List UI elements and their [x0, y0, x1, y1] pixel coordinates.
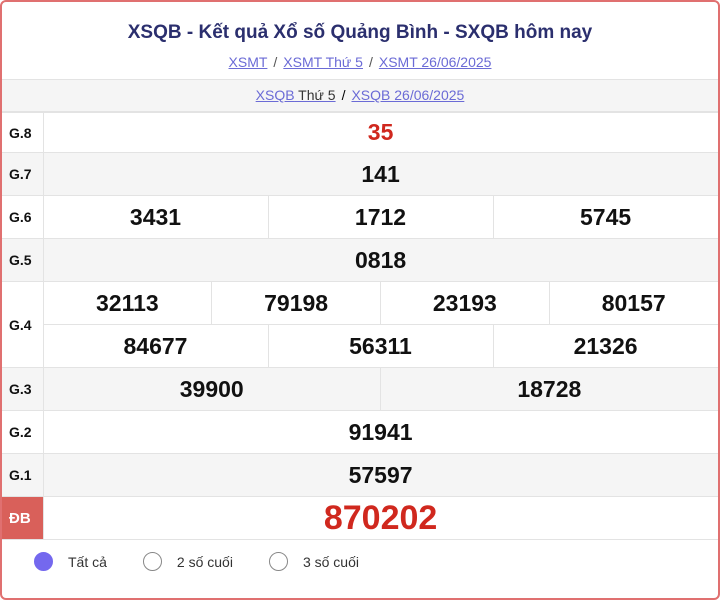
result-row: G.8 35 — [2, 112, 718, 153]
filter-option[interactable]: 2 số cuối — [142, 552, 233, 571]
prize-number: 39900 — [42, 367, 381, 411]
prize-label: G.4 — [2, 281, 44, 368]
prize-number: 0818 — [42, 238, 718, 282]
prize-number: 57597 — [42, 453, 718, 497]
result-row: 84677 56311 21326 — [2, 324, 718, 368]
radio-button[interactable] — [142, 552, 162, 571]
prize-number: 32113 — [42, 281, 213, 325]
prize-label: G.2 — [2, 410, 44, 454]
prize-number: 141 — [42, 152, 718, 196]
prize-number: 1712 — [267, 195, 494, 239]
filter-option-label: Tất cả — [68, 553, 107, 570]
prize-label: G.8 — [2, 112, 44, 153]
filter-option-label: 2 số cuối — [176, 553, 233, 570]
prize-number: 5745 — [492, 195, 718, 239]
prize-number: 91941 — [42, 410, 718, 454]
prize-number: 79198 — [211, 281, 381, 325]
radio-button[interactable] — [268, 552, 288, 571]
filter-option[interactable]: 3 số cuối — [268, 552, 359, 571]
result-row: G.4 32113 79198 23193 80157 — [2, 281, 718, 368]
result-row: G.3 39900 18728 — [2, 367, 718, 411]
radio-button[interactable] — [34, 552, 53, 571]
prize-label: G.6 — [2, 195, 44, 239]
prize-label: G.1 — [2, 453, 44, 497]
prize-number: 80157 — [548, 281, 718, 325]
breadcrumb-xsmt[interactable]: XSMT — [228, 54, 268, 70]
page-title: XSQB - Kết quả Xổ số Quảng Bình - SXQB h… — [127, 22, 593, 43]
prize-number: 56311 — [267, 324, 494, 368]
breadcrumb: XSMT / XSMT Thứ 5/XSMT 26/06/2025 — [228, 54, 492, 70]
breadcrumb-xsmt-date[interactable]: XSMT 26/06/2025 — [378, 54, 492, 70]
prize-number: 870202 — [42, 496, 718, 540]
result-row: ĐB 870202 — [2, 496, 718, 540]
result-row: G.1 57597 — [2, 453, 718, 497]
result-row: G.5 0818 — [2, 238, 718, 282]
prize-label: ĐB — [2, 496, 44, 540]
prize-number: 35 — [42, 112, 718, 153]
filter-option-label: 3 số cuối — [302, 553, 359, 570]
link-xsqb-thu5[interactable]: XSQB Thứ 5 — [256, 87, 336, 103]
prize-number: 18728 — [380, 367, 718, 411]
prize-label: G.7 — [2, 152, 44, 196]
result-row: G.2 91941 — [2, 410, 718, 454]
breadcrumb-xsmt-thu5[interactable]: XSMT Thứ 5 — [283, 54, 363, 70]
prize-number: 3431 — [42, 195, 269, 239]
result-row: G.7 141 — [2, 152, 718, 196]
prize-number: 23193 — [380, 281, 550, 325]
sub-links: XSQB Thứ 5/XSQB 26/06/2025 — [2, 79, 718, 112]
digit-filter: Tất cả 2 số cuối 3 số cuối — [34, 552, 395, 571]
result-row: G.6 3431 1712 5745 — [2, 195, 718, 239]
filter-option[interactable]: Tất cả — [34, 552, 107, 571]
prize-number: 84677 — [42, 324, 269, 368]
prize-label: G.3 — [2, 367, 44, 411]
link-xsqb-date[interactable]: XSQB 26/06/2025 — [351, 87, 465, 103]
prize-number: 21326 — [492, 324, 718, 368]
link-xsqb-text: XSQB — [255, 87, 295, 103]
results-table: G.8 35 G.7 141 G.6 3431 1712 5745 G.5 0818 G.4 3211… — [2, 112, 718, 540]
prize-label: G.5 — [2, 238, 44, 282]
link-thu5-text: Thứ 5 — [294, 87, 336, 103]
